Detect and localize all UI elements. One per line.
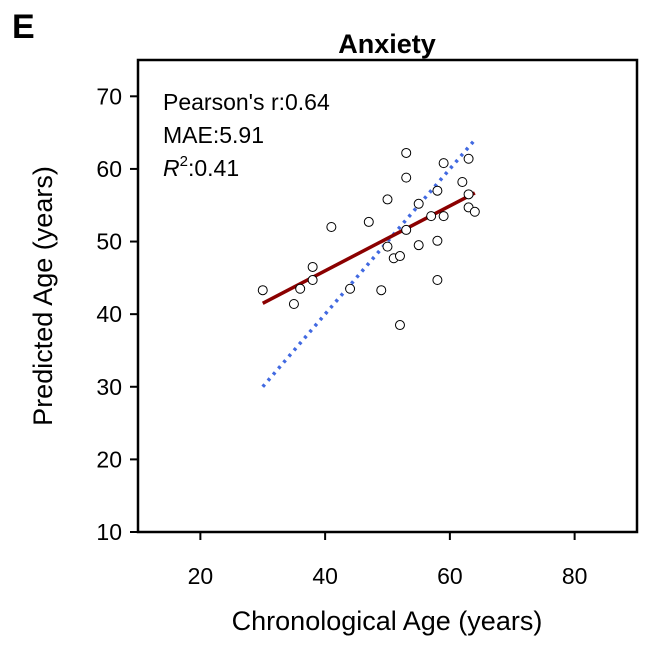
data-point (426, 211, 437, 222)
data-point (463, 189, 474, 200)
y-tick-label: 30 (96, 374, 122, 400)
data-point (307, 275, 318, 286)
y-axis-label: Predicted Age (years) (28, 166, 58, 426)
data-point (401, 172, 412, 183)
y-tick-label: 10 (96, 519, 122, 545)
data-point (382, 241, 393, 252)
data-point (432, 185, 443, 196)
data-point (363, 216, 374, 227)
panel-letter: E (12, 8, 35, 46)
data-point (401, 147, 412, 158)
data-point (394, 320, 405, 331)
regression-line (261, 191, 476, 305)
r2-exponent: 2 (180, 153, 188, 170)
identity-line (261, 138, 477, 388)
data-point (432, 275, 443, 286)
r2-value: :0.41 (188, 155, 239, 181)
data-point (413, 198, 424, 209)
y-tick-label: 40 (96, 301, 122, 327)
chart-title: Anxiety (338, 29, 436, 59)
data-point (432, 235, 443, 246)
data-point (438, 158, 449, 169)
data-point (288, 298, 299, 309)
data-point (257, 285, 268, 296)
mae-annotation: MAE:5.91 (163, 122, 264, 148)
r2-annotation: R2:0.41 (163, 153, 239, 181)
pearson-annotation: Pearson's r:0.64 (163, 89, 330, 115)
data-points (257, 147, 480, 331)
data-point (457, 176, 468, 187)
data-point (469, 206, 480, 217)
data-point (295, 283, 306, 294)
y-tick-label: 60 (96, 156, 122, 182)
data-point (307, 261, 318, 272)
y-axis: 10 20 30 40 50 60 70 (96, 83, 138, 545)
y-tick-label: 20 (96, 446, 122, 472)
x-tick-label: 40 (312, 563, 338, 589)
data-point (394, 251, 405, 262)
y-tick-label: 70 (96, 83, 122, 109)
data-point (463, 153, 474, 164)
fit-lines (261, 138, 477, 388)
r2-symbol: R (163, 155, 180, 181)
x-tick-label: 60 (437, 563, 463, 589)
plot-frame (136, 58, 639, 534)
data-point (401, 224, 412, 235)
data-point (326, 222, 337, 233)
data-point (345, 283, 356, 294)
x-tick-label: 20 (188, 563, 214, 589)
x-axis: 20 40 60 80 (188, 532, 588, 589)
data-point (413, 240, 424, 251)
x-axis-label: Chronological Age (years) (232, 606, 543, 636)
data-point (438, 211, 449, 222)
y-tick-label: 50 (96, 229, 122, 255)
data-point (376, 285, 387, 296)
x-tick-label: 80 (562, 563, 588, 589)
data-point (382, 194, 393, 205)
